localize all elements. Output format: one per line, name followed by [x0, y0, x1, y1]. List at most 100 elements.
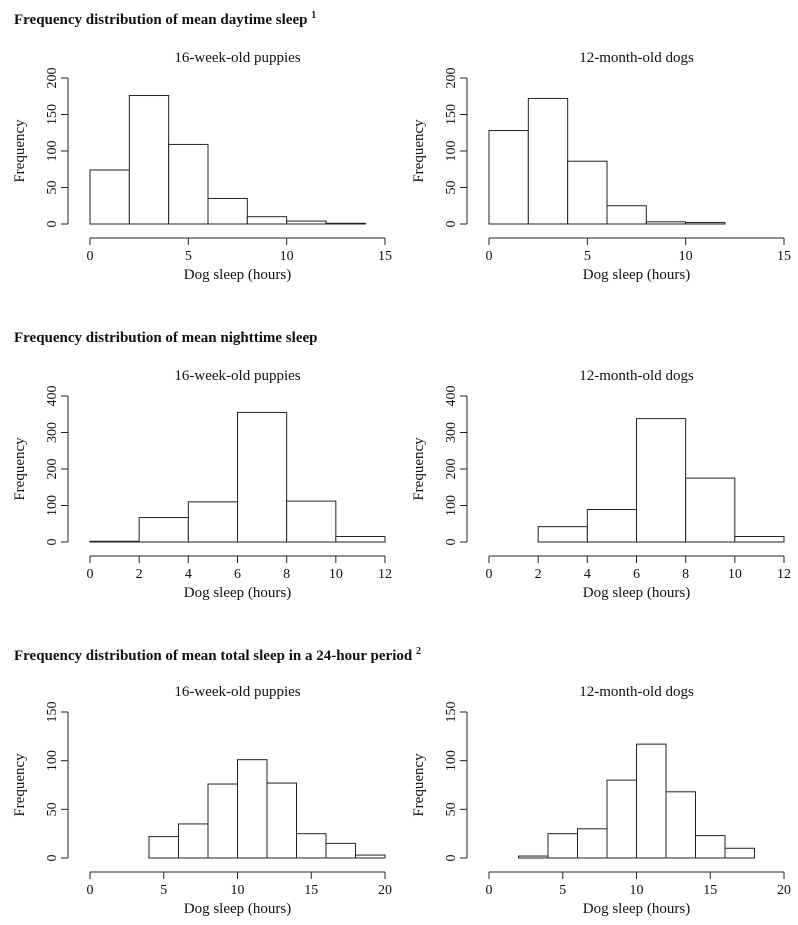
chart-title: 16-week-old puppies	[174, 368, 300, 384]
histogram-bar	[187, 501, 238, 543]
histogram-bar	[606, 205, 647, 225]
x-tick-label: 0	[87, 883, 94, 898]
x-axis-label: Dog sleep (hours)	[184, 585, 291, 601]
x-tick-label: 10	[630, 883, 644, 898]
y-tick-label: 0	[45, 855, 60, 862]
x-tick-label: 2	[136, 567, 143, 582]
y-axis-label: Frequency	[12, 119, 28, 183]
y-tick-label: 150	[45, 104, 60, 125]
y-tick-label: 0	[444, 539, 459, 546]
total-sleep-adult-dogs-histogram: 12-month-old dogs 0 50 100 150 0 5 10 15 20 Dog sl…	[411, 684, 791, 917]
y-tick-label: 200	[444, 68, 459, 89]
x-tick-label: 0	[486, 567, 493, 582]
histogram-bar	[665, 791, 696, 859]
histogram-bar	[577, 828, 608, 859]
histogram-bar	[537, 526, 588, 543]
histogram-bar	[527, 97, 569, 225]
nighttime-section-title: Frequency distribution of mean nighttime…	[14, 330, 317, 347]
y-tick-label: 400	[444, 386, 459, 407]
histogram-bar	[178, 823, 209, 859]
y-axis-label: Frequency	[12, 437, 28, 501]
histogram-bar	[286, 220, 327, 225]
y-axis-label: Frequency	[12, 753, 28, 817]
x-tick-label: 10	[329, 567, 343, 582]
x-tick-label: 15	[777, 249, 791, 264]
chart-title: 12-month-old dogs	[579, 368, 694, 384]
total-sleep-footnote-marker: 2	[415, 646, 421, 657]
y-tick-label: 400	[45, 386, 60, 407]
histogram-bar	[488, 130, 529, 225]
histogram-bar	[237, 759, 268, 859]
y-tick-label: 0	[444, 221, 459, 228]
daytime-puppies-histogram: 16-week-old puppies 0 50 100 150 200 0 5 10 15 Dog…	[12, 50, 392, 283]
x-axis-label: Dog sleep (hours)	[583, 585, 690, 601]
histogram-bar	[547, 833, 578, 859]
histogram-bar	[685, 222, 726, 225]
x-tick-label: 6	[234, 567, 241, 582]
x-tick-label: 8	[283, 567, 290, 582]
x-axis-label: Dog sleep (hours)	[583, 901, 690, 917]
histogram-bar	[606, 779, 637, 859]
histogram-bar	[645, 221, 687, 225]
total-sleep-section-title-text: Frequency distribution of mean total sle…	[14, 648, 413, 664]
y-axis-label: Frequency	[411, 437, 427, 501]
y-axis-label: Frequency	[411, 119, 427, 183]
histogram-bar	[89, 540, 140, 543]
nighttime-adult-dogs-histogram: 12-month-old dogs 0 100 200 300 400 0 2 4 6 8 10 12 D…	[411, 368, 791, 601]
y-tick-label: 150	[45, 702, 60, 723]
histogram-bar	[296, 833, 327, 859]
histogram-bar	[237, 411, 288, 543]
x-axis-label: Dog sleep (hours)	[184, 901, 291, 917]
histogram-bar	[518, 855, 549, 859]
histogram-bar	[586, 509, 637, 543]
histogram-bar	[355, 854, 386, 859]
histogram-bar	[695, 835, 726, 859]
x-tick-label: 10	[728, 567, 742, 582]
x-tick-label: 4	[185, 567, 192, 582]
histogram-bar	[89, 169, 130, 225]
nighttime-section-title-text: Frequency distribution of mean nighttime…	[14, 330, 318, 346]
x-tick-label: 2	[535, 567, 542, 582]
histogram-bar	[685, 477, 736, 543]
y-tick-label: 0	[45, 539, 60, 546]
chart-title: 16-week-old puppies	[174, 50, 300, 66]
y-tick-label: 300	[444, 422, 459, 443]
y-tick-label: 150	[444, 104, 459, 125]
x-tick-label: 15	[304, 883, 318, 898]
y-tick-label: 150	[444, 702, 459, 723]
x-tick-label: 0	[486, 883, 493, 898]
histogram-bar	[636, 743, 667, 859]
y-tick-label: 100	[444, 495, 459, 516]
histogram-bar	[724, 847, 755, 859]
y-tick-label: 100	[45, 750, 60, 771]
histogram-bar	[636, 418, 687, 543]
daytime-section-title: Frequency distribution of mean daytime s…	[14, 10, 316, 29]
daytime-section-title-text: Frequency distribution of mean daytime s…	[14, 12, 308, 28]
y-tick-label: 300	[45, 422, 60, 443]
histogram-bar	[266, 782, 297, 859]
x-tick-label: 10	[231, 883, 245, 898]
daytime-adult-dogs-histogram: 12-month-old dogs 0 50 100 150 200 0 5 10 15 Dog s…	[411, 50, 791, 283]
y-tick-label: 200	[45, 68, 60, 89]
x-tick-label: 12	[777, 567, 791, 582]
x-tick-label: 4	[584, 567, 591, 582]
x-tick-label: 5	[160, 883, 167, 898]
y-tick-label: 100	[45, 495, 60, 516]
chart-title: 16-week-old puppies	[174, 684, 300, 700]
x-tick-label: 20	[378, 883, 392, 898]
histogram-bar	[286, 500, 337, 543]
x-tick-label: 5	[559, 883, 566, 898]
y-tick-label: 100	[444, 141, 459, 162]
y-tick-label: 0	[45, 221, 60, 228]
histogram-bar	[138, 517, 189, 543]
x-tick-label: 10	[679, 249, 693, 264]
y-tick-label: 200	[45, 459, 60, 480]
histogram-bar	[207, 197, 248, 225]
x-axis-label: Dog sleep (hours)	[583, 267, 690, 283]
x-tick-label: 0	[486, 249, 493, 264]
histogram-bar	[207, 783, 238, 859]
y-tick-label: 100	[444, 750, 459, 771]
histogram-bar	[325, 842, 356, 859]
total-sleep-puppies-histogram: 16-week-old puppies 0 50 100 150 0 5 10 15 20 Dog …	[12, 684, 392, 917]
y-tick-label: 50	[45, 181, 60, 195]
